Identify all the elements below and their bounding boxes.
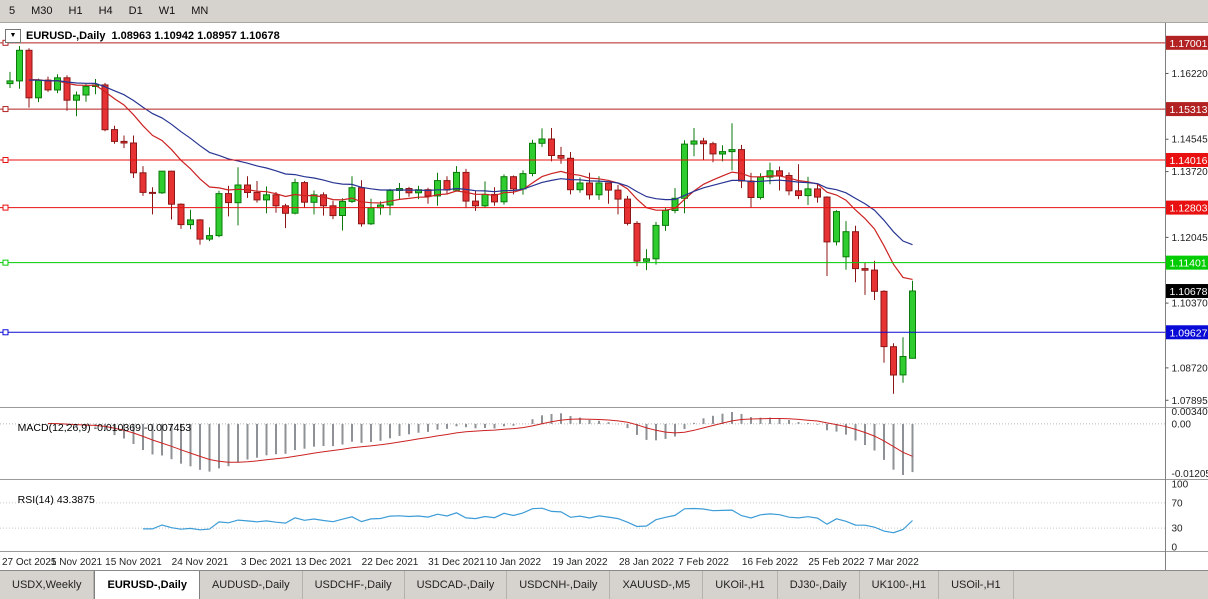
x-axis-label: 25 Feb 2022 (808, 557, 865, 568)
x-axis-label: 13 Dec 2021 (295, 557, 352, 568)
chart-symbol-dropdown-icon[interactable]: ▼ (5, 29, 21, 43)
candle (216, 191, 222, 237)
chart-canvas[interactable]: 1.16220 1.14545 1.13720 1.12045 1.10370 1.087… (0, 23, 1208, 570)
candle (501, 174, 507, 204)
tab-audusd-daily[interactable]: AUDUSD-,Daily (200, 571, 303, 599)
candle (653, 222, 659, 265)
macd-label: MACD(12,26,9)-0.010369 -0.007453 (6, 410, 191, 446)
hline-handle[interactable] (3, 157, 8, 162)
macd-axis-label: 0.003408 (1172, 407, 1208, 418)
x-axis-label: 31 Dec 2021 (428, 557, 485, 568)
macd-axis-label: -0.012054 (1172, 469, 1208, 480)
tab-usdx-weekly[interactable]: USDX,Weekly (0, 571, 94, 599)
rsi-value: 43.3875 (57, 494, 95, 506)
svg-text:1.11401: 1.11401 (1170, 258, 1207, 270)
macd-axis-label: 0.00 (1172, 419, 1192, 430)
candle (292, 179, 298, 215)
x-axis-label: 3 Dec 2021 (241, 557, 293, 568)
chart-title: ▼ EURUSD-,Daily 1.08963 1.10942 1.08957 … (5, 29, 280, 43)
y-axis-label: 1.12045 (1172, 233, 1208, 244)
y-axis-label: 1.10370 (1172, 299, 1208, 310)
tab-eurusd-daily[interactable]: EURUSD-,Daily (94, 571, 199, 599)
rsi-label: RSI(14)43.3875 (6, 482, 95, 518)
y-axis-label: 1.14545 (1172, 135, 1208, 146)
y-axis-label: 1.16220 (1172, 69, 1208, 80)
tab-uk100-h1[interactable]: UK100-,H1 (860, 571, 939, 599)
y-axis-label: 1.07895 (1172, 396, 1208, 407)
timeframe-button-5[interactable]: 5 (1, 3, 23, 19)
rsi-axis-label: 70 (1172, 498, 1184, 509)
x-axis-label: 15 Nov 2021 (105, 557, 162, 568)
chart-symbol-period: EURUSD-,Daily (26, 30, 105, 42)
rsi-axis-label: 0 (1172, 543, 1178, 554)
timeframe-button-h4[interactable]: H4 (91, 3, 121, 19)
tab-usdcnh-daily[interactable]: USDCNH-,Daily (507, 571, 610, 599)
y-axis-label: 1.13720 (1172, 167, 1208, 178)
svg-text:1.10678: 1.10678 (1170, 286, 1208, 298)
hline-handle[interactable] (3, 205, 8, 210)
tab-usdchf-daily[interactable]: USDCHF-,Daily (303, 571, 405, 599)
svg-text:1.12803: 1.12803 (1170, 203, 1208, 215)
tab-usdcad-daily[interactable]: USDCAD-,Daily (405, 571, 508, 599)
timeframe-button-mn[interactable]: MN (183, 3, 216, 19)
x-axis-label: 22 Dec 2021 (362, 557, 419, 568)
hline-handle[interactable] (3, 260, 8, 265)
macd-values: -0.010369 -0.007453 (94, 422, 192, 434)
svg-text:1.15313: 1.15313 (1170, 104, 1208, 116)
chart-window: 1.16220 1.14545 1.13720 1.12045 1.10370 1.087… (0, 23, 1208, 570)
candle (530, 140, 536, 177)
timeframe-button-h1[interactable]: H1 (61, 3, 91, 19)
x-axis-label: 5 Nov 2021 (51, 557, 103, 568)
svg-text:1.09627: 1.09627 (1170, 327, 1208, 339)
tab-xauusd-m5[interactable]: XAUUSD-,M5 (610, 571, 703, 599)
x-axis-label: 24 Nov 2021 (172, 557, 229, 568)
x-axis-label: 19 Jan 2022 (552, 557, 607, 568)
y-axis-label: 1.08720 (1172, 363, 1208, 374)
x-axis-label: 28 Jan 2022 (619, 557, 674, 568)
hline-handle[interactable] (3, 107, 8, 112)
candle (625, 196, 631, 226)
x-axis-label: 10 Jan 2022 (486, 557, 541, 568)
x-axis-label: 27 Oct 2021 (2, 557, 57, 568)
tab-ukoil-h1[interactable]: UKOil-,H1 (703, 571, 778, 599)
rsi-name: RSI(14) (18, 494, 54, 506)
svg-text:1.17001: 1.17001 (1170, 38, 1208, 50)
x-axis-label: 7 Mar 2022 (868, 557, 919, 568)
chart-background (0, 23, 1208, 570)
tab-usoil-h1[interactable]: USOil-,H1 (939, 571, 1014, 599)
macd-name: MACD(12,26,9) (18, 422, 91, 434)
x-axis-label: 7 Feb 2022 (678, 557, 729, 568)
candle (834, 210, 840, 245)
candle (910, 281, 916, 359)
candle (159, 171, 165, 194)
timeframe-button-w1[interactable]: W1 (151, 3, 184, 19)
rsi-axis-label: 30 (1172, 524, 1184, 535)
svg-text:1.14016: 1.14016 (1170, 155, 1208, 167)
rsi-axis-label: 100 (1172, 480, 1189, 491)
current-price-label: 1.10678 (1166, 284, 1208, 298)
candle (634, 221, 640, 266)
x-axis-label: 16 Feb 2022 (742, 557, 799, 568)
tab-dj30-daily[interactable]: DJ30-,Daily (778, 571, 860, 599)
hline-handle[interactable] (3, 330, 8, 335)
timeframe-button-d1[interactable]: D1 (121, 3, 151, 19)
chart-ohlc-values: 1.08963 1.10942 1.08957 1.10678 (111, 30, 279, 42)
timeframe-button-m30[interactable]: M30 (23, 3, 60, 19)
